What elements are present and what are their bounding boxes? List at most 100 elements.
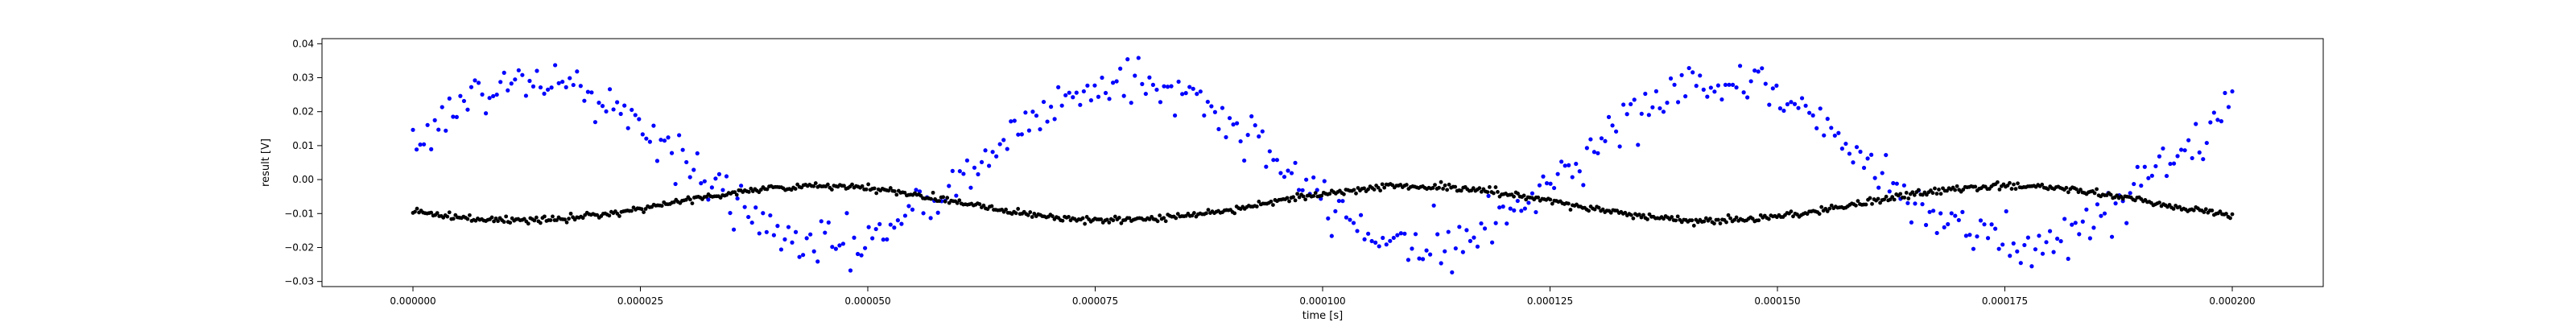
data-point <box>2124 221 2129 225</box>
data-point <box>2051 250 2056 254</box>
data-point <box>2228 216 2232 221</box>
data-point <box>1668 76 1674 81</box>
data-point <box>2168 161 2173 167</box>
data-point <box>1096 94 1101 99</box>
data-point <box>1938 192 1943 196</box>
data-point <box>1596 151 1600 155</box>
data-point <box>1111 218 1116 223</box>
data-point <box>1372 188 1377 192</box>
data-point <box>1113 214 1117 219</box>
data-point <box>1817 212 1822 217</box>
data-point <box>1829 203 1834 208</box>
data-point <box>2016 181 2020 186</box>
data-point <box>654 159 660 163</box>
y-tick-label: 0.03 <box>292 72 314 84</box>
data-point <box>509 81 514 86</box>
data-point <box>1296 188 1302 192</box>
data-point <box>691 167 696 172</box>
data-point <box>1377 244 1381 249</box>
data-point <box>1534 209 1538 215</box>
data-point <box>1125 57 1130 62</box>
data-point <box>1172 113 1178 118</box>
data-point <box>2178 147 2184 152</box>
data-point <box>662 138 667 143</box>
data-point <box>1559 159 1564 164</box>
data-point <box>618 111 623 117</box>
data-point <box>1366 187 1370 192</box>
data-point <box>1099 217 1104 221</box>
data-point <box>1486 193 1491 198</box>
data-point <box>921 211 926 216</box>
data-point <box>954 193 959 198</box>
data-point <box>1493 185 1498 189</box>
data-point <box>1712 89 1717 94</box>
data-point <box>1143 91 1148 97</box>
data-point <box>2109 234 2115 239</box>
data-point <box>1567 201 1571 206</box>
data-point <box>1716 217 1720 222</box>
data-point <box>1563 163 1567 168</box>
data-point <box>972 165 977 170</box>
data-point <box>1005 147 1009 151</box>
data-point <box>1643 91 1648 97</box>
data-point <box>1453 246 1458 251</box>
data-point <box>625 126 630 130</box>
data-point <box>811 249 816 254</box>
data-point <box>2226 105 2231 109</box>
data-point <box>1942 225 1946 230</box>
data-point <box>607 87 613 92</box>
data-point <box>1117 215 1121 220</box>
data-point <box>1978 218 1984 223</box>
data-point <box>1267 149 1272 154</box>
data-point <box>1737 64 1743 68</box>
data-point <box>1675 214 1680 219</box>
data-point <box>493 216 498 221</box>
data-point <box>1482 226 1488 231</box>
data-point <box>1016 132 1021 137</box>
data-point <box>739 184 744 188</box>
data-point <box>1358 213 1364 217</box>
data-point <box>1901 183 1906 188</box>
data-point <box>549 85 554 90</box>
data-point <box>1175 212 1180 217</box>
data-point <box>556 80 561 85</box>
data-point <box>1293 160 1298 165</box>
data-point <box>2194 122 2198 126</box>
data-point <box>2153 163 2158 169</box>
data-point <box>793 229 799 234</box>
data-point <box>1592 207 1597 212</box>
data-point <box>695 151 700 156</box>
data-point <box>1333 208 1338 214</box>
data-point <box>1728 216 1732 221</box>
data-point <box>644 136 649 141</box>
data-point <box>1249 114 1254 119</box>
data-point <box>1326 216 1331 221</box>
data-point <box>957 198 962 203</box>
data-point <box>2091 225 2096 230</box>
x-tick-label: 0.000125 <box>1527 295 1573 307</box>
data-point <box>526 221 530 226</box>
data-point <box>2146 175 2151 180</box>
data-point <box>746 214 751 220</box>
data-point <box>1973 184 1978 189</box>
data-point <box>1293 198 1298 203</box>
data-point <box>1982 222 1987 227</box>
data-point <box>1953 188 1958 192</box>
data-point <box>1785 101 1790 107</box>
data-point <box>1446 229 1451 234</box>
data-point <box>2149 173 2154 178</box>
data-point <box>2013 187 2018 192</box>
y-axis-label: result [V] <box>260 138 272 187</box>
data-point <box>1050 214 1055 218</box>
data-point <box>989 204 994 208</box>
data-point <box>1854 145 1860 150</box>
data-point <box>560 79 565 85</box>
data-point <box>1955 184 1959 188</box>
data-point <box>2115 193 2120 198</box>
data-point <box>1204 211 1208 216</box>
data-point <box>429 147 434 151</box>
data-point <box>1814 126 1819 130</box>
x-tick-label: 0.000100 <box>1299 295 1345 307</box>
data-point <box>1836 130 1841 135</box>
